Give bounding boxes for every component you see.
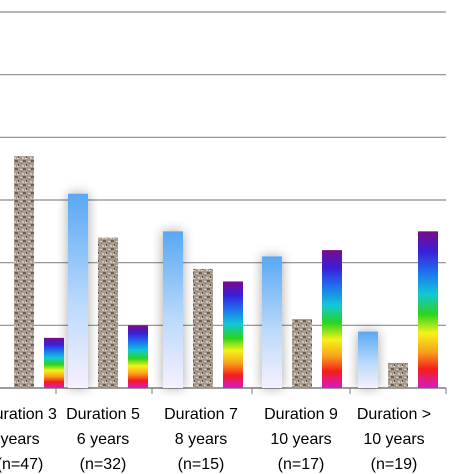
category-labels: Duration 3 years (n=47) Duration 5 6 years (n… xyxy=(0,406,431,473)
bar-blue-gradient-4 xyxy=(358,331,378,388)
bar-rainbow-gradient-0 xyxy=(44,337,64,388)
bar-granite-texture-0 xyxy=(14,156,34,388)
category-label-2-line1: Duration 7 xyxy=(164,406,238,423)
category-label-1-line2: 6 years xyxy=(77,431,129,448)
bar-rainbow-gradient-4 xyxy=(418,231,438,388)
bar-blue-gradient-1 xyxy=(68,193,88,388)
category-label-4-line3: (n=19) xyxy=(371,456,418,473)
category-label-1-line1: Duration 5 xyxy=(66,406,140,423)
bar-rainbow-gradient-2 xyxy=(223,281,243,388)
bar-granite-texture-1 xyxy=(98,237,118,388)
bar-granite-texture-4 xyxy=(388,362,408,388)
category-label-0-line3: (n=47) xyxy=(0,456,43,473)
category-label-1-line3: (n=32) xyxy=(80,456,127,473)
category-label-2-line2: 8 years xyxy=(175,431,227,448)
bar-rainbow-gradient-1 xyxy=(128,325,148,388)
bar-granite-texture-3 xyxy=(292,319,312,388)
category-label-4-line2: 10 years xyxy=(363,431,424,448)
category-label-2-line3: (n=15) xyxy=(178,456,225,473)
bar-blue-gradient-3 xyxy=(262,256,282,388)
category-label-0-line2: years xyxy=(0,431,39,448)
category-label-4-line1: Duration > xyxy=(357,406,431,423)
category-label-0-line1: Duration 3 xyxy=(0,406,57,423)
bar-granite-texture-2 xyxy=(193,268,213,388)
category-label-3-line1: Duration 9 xyxy=(264,406,338,423)
bar-blue-gradient-2 xyxy=(163,231,183,388)
bar-rainbow-gradient-3 xyxy=(322,250,342,388)
category-label-3-line3: (n=17) xyxy=(278,456,325,473)
bars xyxy=(14,156,438,388)
category-label-3-line2: 10 years xyxy=(270,431,331,448)
